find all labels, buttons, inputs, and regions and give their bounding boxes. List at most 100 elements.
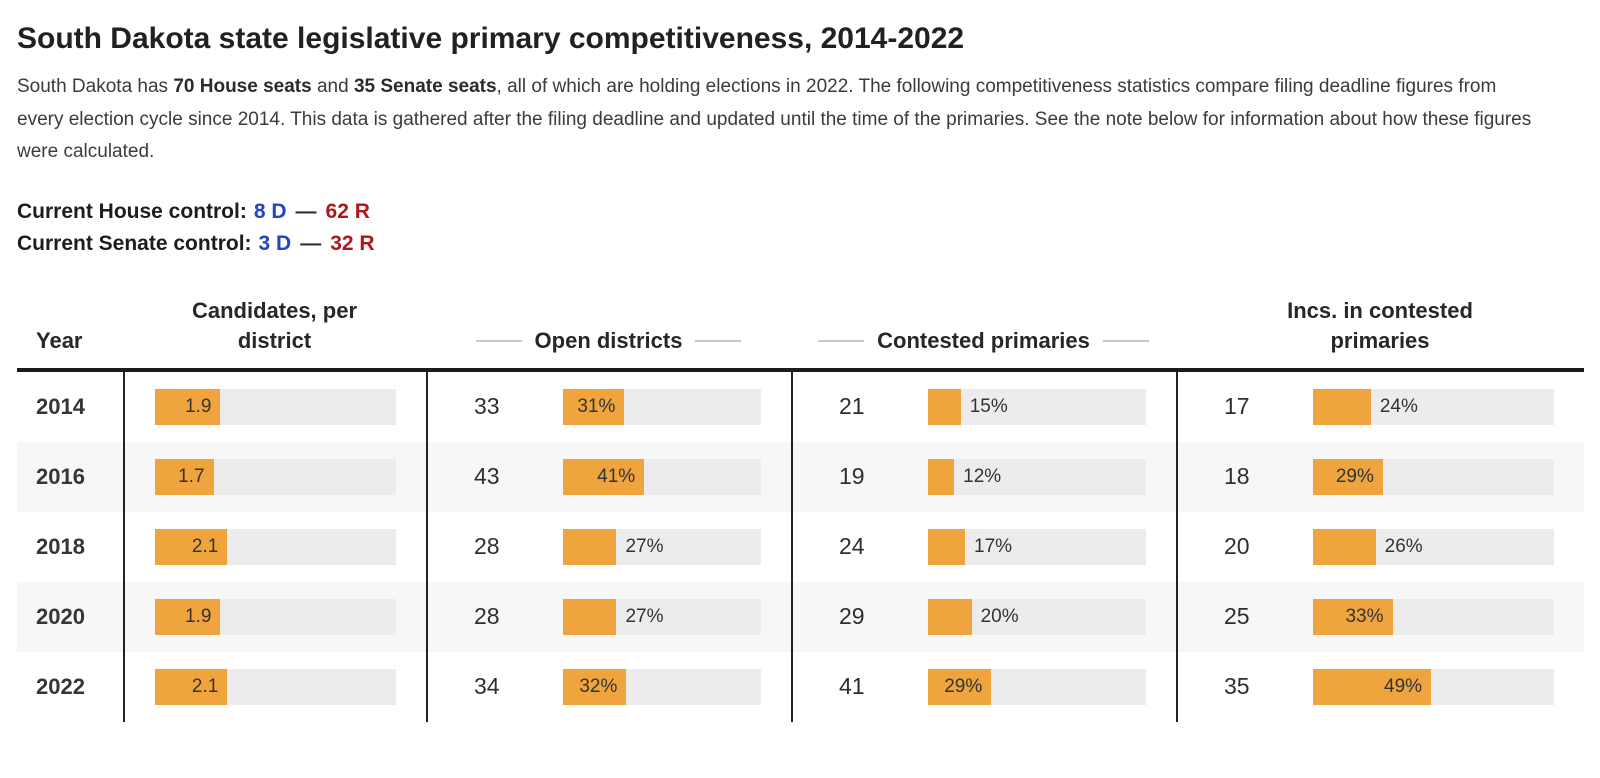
dash-decoration-right xyxy=(1102,339,1149,342)
control-separator: — xyxy=(295,199,317,223)
open-districts-cell: 34 32% xyxy=(426,651,791,722)
contested-primaries-count: 41 xyxy=(839,673,865,699)
incumbents-contested-bar-fill xyxy=(1313,388,1371,425)
competitiveness-table: Year Candidates, per district Open distr… xyxy=(17,296,1584,722)
candidates-cell: 1.9 xyxy=(123,371,426,442)
contested-primaries-bar-track: 20% xyxy=(928,598,1146,635)
contested-primaries-bar-fill xyxy=(928,598,972,635)
control-summary: Current House control: 8 D —62 R Current S… xyxy=(17,196,1584,260)
incumbents-contested-bar-track: 49% xyxy=(1313,668,1554,705)
open-districts-count: 28 xyxy=(474,603,500,629)
incumbents-contested-bar-label: 26% xyxy=(1384,535,1423,557)
column-header-contested-primaries-label: Contested primaries xyxy=(877,327,1090,353)
table-row: 2020 1.9 28 27% 29 20% 25 33% xyxy=(17,581,1584,652)
contested-primaries-count: 19 xyxy=(839,463,865,489)
open-districts-count: 34 xyxy=(474,673,500,699)
column-header-candidates-label: Candidates, per district xyxy=(191,297,358,353)
contested-primaries-bar-track: 12% xyxy=(928,458,1146,495)
intro-paragraph: South Dakota has 70 House seats and 35 S… xyxy=(17,71,1545,169)
contested-primaries-bar-track: 17% xyxy=(928,528,1146,565)
year-cell: 2020 xyxy=(36,603,85,629)
open-districts-bar-track: 27% xyxy=(563,598,761,635)
table-row: 2016 1.7 43 41% 19 12% 18 29% xyxy=(17,441,1584,512)
incumbents-contested-bar-fill: 33% xyxy=(1313,598,1393,635)
contested-primaries-bar-label: 20% xyxy=(980,605,1019,627)
year-cell: 2016 xyxy=(36,463,85,489)
contested-primaries-bar-track: 29% xyxy=(928,668,1146,705)
table-header: Year Candidates, per district Open distr… xyxy=(17,296,1584,372)
open-districts-bar-track: 41% xyxy=(563,458,761,495)
control-separator: — xyxy=(300,231,322,255)
incumbents-contested-bar-track: 29% xyxy=(1313,458,1554,495)
senate-control-line: Current Senate control: 3 D — 32 R xyxy=(17,228,1584,260)
contested-primaries-bar-track: 15% xyxy=(928,388,1146,425)
table-row: 2014 1.9 33 31% 21 15% 17 24% xyxy=(17,371,1584,442)
house-rep-count: 62 R xyxy=(325,199,370,223)
contested-primaries-cell: 41 29% xyxy=(791,651,1176,722)
contested-primaries-cell: 19 12% xyxy=(791,441,1176,512)
incumbents-contested-count: 18 xyxy=(1224,463,1250,489)
column-header-incs: Incs. in contested primaries xyxy=(1176,296,1584,356)
open-districts-bar-track: 27% xyxy=(563,528,761,565)
senate-control-label: Current Senate control: xyxy=(17,231,252,255)
contested-primaries-cell: 24 17% xyxy=(791,511,1176,582)
open-districts-count: 28 xyxy=(474,533,500,559)
candidates-cell: 1.9 xyxy=(123,581,426,652)
contested-primaries-bar-fill: 29% xyxy=(928,668,992,705)
open-districts-cell: 28 27% xyxy=(426,581,791,652)
year-cell: 2014 xyxy=(36,393,85,419)
candidates-bar-fill: 2.1 xyxy=(155,528,228,565)
open-districts-cell: 33 31% xyxy=(426,371,791,442)
open-districts-count: 33 xyxy=(474,393,500,419)
dash-decoration-left xyxy=(818,339,865,342)
contested-primaries-count: 24 xyxy=(839,533,865,559)
contested-primaries-cell: 21 15% xyxy=(791,371,1176,442)
open-districts-bar-fill xyxy=(563,528,617,565)
incumbents-contested-count: 20 xyxy=(1224,533,1250,559)
contested-primaries-bar-fill xyxy=(928,388,961,425)
candidates-bar-fill: 1.9 xyxy=(155,598,221,635)
candidates-bar-track: 1.7 xyxy=(155,458,396,495)
column-header-incs-label: Incs. in contested primaries xyxy=(1287,297,1473,353)
candidates-bar-label: 1.9 xyxy=(184,605,212,627)
incumbents-contested-bar-fill: 29% xyxy=(1313,458,1383,495)
candidates-cell: 2.1 xyxy=(123,651,426,722)
candidates-bar-fill: 1.9 xyxy=(155,388,221,425)
page-title: South Dakota state legislative primary c… xyxy=(17,22,965,55)
house-control-label: Current House control: xyxy=(17,199,247,223)
open-districts-bar-label: 27% xyxy=(625,535,664,557)
incumbents-contested-bar-label: 33% xyxy=(1345,605,1384,627)
senate-seats-count: 35 Senate seats xyxy=(353,76,497,97)
open-districts-bar-label: 41% xyxy=(597,465,636,487)
open-districts-bar-label: 32% xyxy=(579,675,618,697)
candidates-cell: 1.7 xyxy=(123,441,426,512)
open-districts-bar-fill: 41% xyxy=(563,458,645,495)
open-districts-bar-label: 27% xyxy=(625,605,664,627)
senate-rep-count: 32 R xyxy=(330,231,375,255)
incumbents-contested-cell: 35 49% xyxy=(1176,651,1584,722)
candidates-bar-label: 1.7 xyxy=(178,465,205,487)
candidates-bar-track: 1.9 xyxy=(155,388,396,425)
open-districts-bar-label: 31% xyxy=(577,395,616,417)
contested-primaries-bar-fill xyxy=(928,458,955,495)
incumbents-contested-bar-track: 24% xyxy=(1313,388,1554,425)
incumbents-contested-cell: 17 24% xyxy=(1176,371,1584,442)
open-districts-bar-fill: 32% xyxy=(563,668,627,705)
incumbents-contested-bar-fill xyxy=(1313,528,1376,565)
contested-primaries-bar-label: 12% xyxy=(963,465,1002,487)
incumbents-contested-cell: 20 26% xyxy=(1176,511,1584,582)
contested-primaries-bar-fill xyxy=(928,528,966,565)
intro-text-pre: South Dakota has xyxy=(17,76,174,97)
incumbents-contested-count: 25 xyxy=(1224,603,1250,629)
table-row: 2022 2.1 34 32% 41 29% 35 49% xyxy=(17,651,1584,722)
open-districts-count: 43 xyxy=(474,463,500,489)
house-seats-count: 70 House seats xyxy=(173,76,312,97)
open-districts-cell: 28 27% xyxy=(426,511,791,582)
incumbents-contested-count: 17 xyxy=(1224,393,1250,419)
incumbents-contested-bar-label: 49% xyxy=(1384,675,1423,697)
incumbents-contested-bar-label: 24% xyxy=(1379,395,1418,417)
candidates-bar-fill: 2.1 xyxy=(155,668,228,705)
incumbents-contested-bar-fill: 49% xyxy=(1313,668,1432,705)
table-body: 2014 1.9 33 31% 21 15% 17 24% 2016 1.7 43 41% 19 12% 1… xyxy=(17,371,1584,722)
intro-text-post: , all of which are holding elections in … xyxy=(17,76,1532,162)
